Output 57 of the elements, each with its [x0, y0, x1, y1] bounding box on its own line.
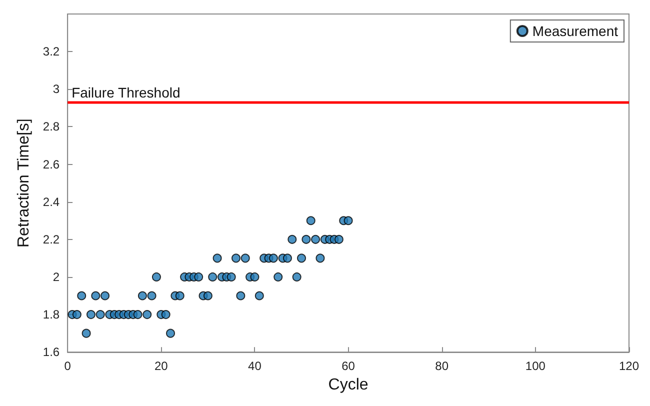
y-tick-label: 2.6 — [42, 157, 60, 172]
point — [226, 272, 236, 282]
ref-line-label: Failure Threshold — [72, 84, 180, 100]
point — [274, 272, 283, 282]
x-tick-label: 40 — [248, 359, 262, 374]
point — [82, 328, 91, 338]
point — [254, 291, 264, 300]
point — [212, 254, 222, 263]
point — [288, 234, 297, 244]
point — [138, 291, 147, 300]
point — [166, 328, 176, 338]
point — [297, 254, 306, 263]
point — [334, 234, 344, 244]
y-tick-label: 1.8 — [42, 308, 60, 322]
point — [100, 291, 110, 300]
x-tick-label: 100 — [525, 359, 546, 374]
point — [316, 254, 325, 263]
point — [161, 310, 170, 320]
point — [344, 216, 353, 226]
point — [86, 310, 96, 320]
point — [142, 310, 152, 320]
y-tick-label: 3 — [52, 82, 60, 96]
point — [232, 254, 241, 263]
point — [203, 291, 212, 300]
point — [147, 291, 156, 300]
x-tick-label: 60 — [342, 359, 356, 374]
point — [72, 310, 82, 320]
point — [282, 254, 292, 263]
point — [236, 291, 246, 300]
point — [194, 272, 204, 282]
x-tick-label: 20 — [154, 359, 168, 374]
y-tick-label: 2.8 — [42, 120, 60, 134]
point — [302, 234, 311, 244]
point — [292, 272, 302, 282]
y-axis-title: Retraction Time[s] — [16, 118, 32, 248]
x-tick-label: 80 — [435, 359, 449, 374]
point — [175, 291, 184, 300]
point — [133, 310, 142, 320]
point — [152, 272, 161, 282]
point — [91, 291, 100, 300]
point — [77, 291, 86, 300]
y-tick-label: 2.4 — [42, 194, 60, 209]
x-axis-title: Cycle — [328, 376, 368, 394]
y-tick-label: 2 — [52, 270, 60, 284]
y-tick-label: 2.2 — [42, 232, 60, 246]
point — [311, 234, 320, 244]
y-tick-label: 3.2 — [42, 44, 60, 59]
point — [208, 272, 218, 282]
point — [240, 254, 250, 263]
x-tick-label: 0 — [64, 359, 72, 374]
y-tick-label: 1.6 — [42, 345, 60, 360]
point — [96, 310, 105, 320]
point — [268, 254, 278, 263]
x-tick-label: 120 — [618, 359, 640, 374]
point — [306, 216, 316, 226]
legend-label: Measurement — [532, 23, 618, 39]
point — [250, 272, 260, 282]
